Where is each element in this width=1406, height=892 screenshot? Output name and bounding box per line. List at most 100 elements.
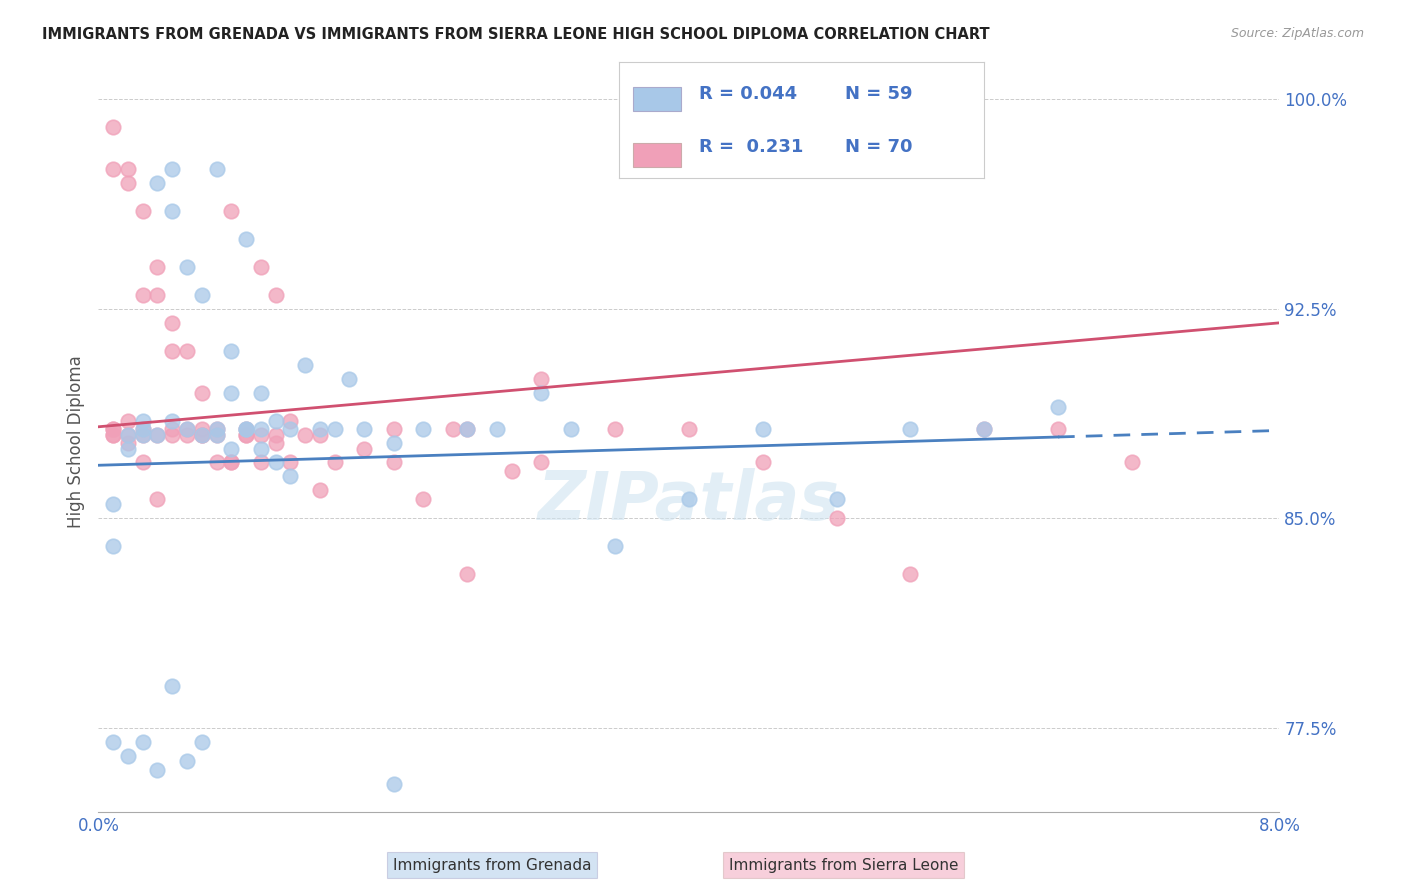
Point: [309, 427, 332, 442]
Point: [221, 442, 243, 456]
Point: [353, 422, 375, 436]
Point: [146, 288, 169, 302]
Bar: [633, 87, 681, 112]
Point: [678, 491, 700, 506]
Point: [176, 422, 198, 436]
Point: [250, 442, 273, 456]
Point: [235, 427, 257, 442]
Point: [117, 427, 139, 442]
Point: [250, 385, 273, 400]
Point: [191, 288, 214, 302]
Point: [132, 427, 155, 442]
Point: [280, 414, 302, 428]
Point: [605, 422, 627, 436]
Point: [103, 497, 125, 511]
Point: [825, 491, 848, 506]
Point: [973, 422, 995, 436]
Point: [162, 343, 183, 358]
Point: [176, 427, 198, 442]
Point: [353, 442, 375, 456]
Text: R = 0.044: R = 0.044: [699, 85, 797, 103]
Point: [221, 343, 243, 358]
Point: [264, 414, 287, 428]
Point: [294, 427, 316, 442]
Point: [146, 427, 169, 442]
Point: [191, 385, 214, 400]
Point: [117, 436, 139, 450]
Text: R =  0.231: R = 0.231: [699, 138, 803, 156]
Point: [176, 260, 198, 274]
Point: [132, 414, 155, 428]
Point: [900, 422, 922, 436]
Point: [294, 358, 316, 372]
Point: [530, 455, 553, 469]
Point: [146, 260, 169, 274]
Point: [752, 455, 775, 469]
Point: [205, 455, 228, 469]
Point: [103, 422, 125, 436]
Point: [457, 422, 479, 436]
Point: [264, 427, 287, 442]
Point: [250, 260, 273, 274]
Point: [412, 422, 434, 436]
Point: [264, 288, 287, 302]
Point: [205, 422, 228, 436]
Text: Immigrants from Sierra Leone: Immigrants from Sierra Leone: [728, 858, 959, 872]
Point: [146, 763, 169, 777]
Text: N = 59: N = 59: [845, 85, 912, 103]
Text: Source: ZipAtlas.com: Source: ZipAtlas.com: [1230, 27, 1364, 40]
Point: [146, 491, 169, 506]
Point: [339, 372, 361, 386]
Point: [103, 120, 125, 135]
Point: [132, 422, 155, 436]
Point: [235, 422, 257, 436]
Point: [103, 162, 125, 177]
Point: [235, 422, 257, 436]
Point: [162, 414, 183, 428]
Point: [132, 427, 155, 442]
Point: [132, 204, 155, 219]
Point: [103, 427, 125, 442]
Point: [1046, 400, 1070, 414]
Point: [146, 427, 169, 442]
Point: [605, 539, 627, 553]
Point: [191, 427, 214, 442]
Point: [323, 422, 346, 436]
Point: [323, 455, 346, 469]
Point: [191, 735, 214, 749]
Point: [221, 455, 243, 469]
Point: [162, 162, 183, 177]
Point: [1046, 422, 1070, 436]
Point: [221, 455, 243, 469]
Point: [309, 422, 332, 436]
Point: [235, 422, 257, 436]
Point: [457, 422, 479, 436]
Point: [132, 455, 155, 469]
Point: [191, 427, 214, 442]
Point: [176, 422, 198, 436]
Point: [191, 422, 214, 436]
Point: [176, 755, 198, 769]
Point: [162, 422, 183, 436]
Point: [264, 436, 287, 450]
Point: [250, 455, 273, 469]
Point: [382, 455, 405, 469]
Point: [146, 176, 169, 190]
Point: [205, 427, 228, 442]
Point: [501, 464, 523, 478]
Point: [132, 422, 155, 436]
Point: [280, 469, 302, 483]
Point: [162, 204, 183, 219]
Point: [117, 427, 139, 442]
Y-axis label: High School Diploma: High School Diploma: [66, 355, 84, 528]
Point: [132, 735, 155, 749]
Point: [103, 422, 125, 436]
Point: [162, 427, 183, 442]
Point: [530, 372, 553, 386]
Point: [412, 491, 434, 506]
Point: [235, 427, 257, 442]
Point: [162, 679, 183, 693]
Point: [103, 427, 125, 442]
Point: [382, 777, 405, 791]
Point: [117, 748, 139, 763]
